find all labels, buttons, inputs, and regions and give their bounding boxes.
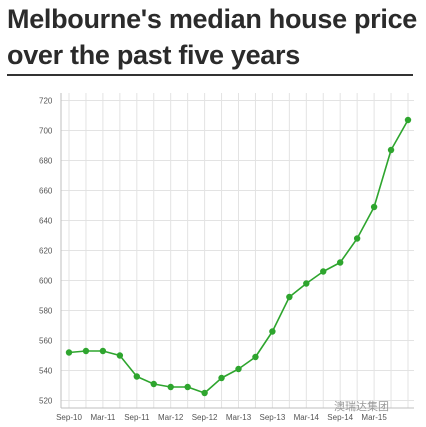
x-tick-label: Mar-12 xyxy=(158,413,184,422)
data-point xyxy=(99,347,107,355)
y-tick-label: 600 xyxy=(39,277,53,286)
data-series xyxy=(65,116,412,397)
x-tick-label: Sep-12 xyxy=(192,413,218,422)
chart-title: Melbourne's median house price over the … xyxy=(7,1,419,73)
data-point xyxy=(116,352,124,359)
grid xyxy=(60,93,414,409)
data-point xyxy=(353,235,361,242)
y-tick-label: 620 xyxy=(39,247,53,256)
data-point xyxy=(320,268,327,275)
data-point xyxy=(252,353,259,361)
y-tick-label: 660 xyxy=(39,187,53,196)
data-point xyxy=(370,203,378,211)
data-point xyxy=(404,116,412,124)
x-tick-label: Mar-15 xyxy=(361,413,387,422)
data-point xyxy=(235,365,242,373)
x-tick-label: Sep-14 xyxy=(327,413,353,422)
data-point xyxy=(269,328,276,335)
y-tick-label: 540 xyxy=(39,367,53,376)
y-tick-label: 680 xyxy=(39,157,53,166)
data-point xyxy=(387,146,395,154)
x-tick-label: Mar-13 xyxy=(226,413,252,422)
data-point xyxy=(133,373,140,380)
data-point xyxy=(82,347,90,355)
data-point xyxy=(303,280,310,287)
y-tick-label: 580 xyxy=(39,307,53,316)
x-tick-label: Sep-10 xyxy=(56,413,82,422)
title-divider xyxy=(7,74,413,76)
data-point xyxy=(65,349,73,356)
y-tick-label: 640 xyxy=(39,217,53,226)
y-tick-label: 560 xyxy=(39,337,53,346)
data-point xyxy=(167,383,174,391)
y-tick-label: 520 xyxy=(39,397,53,406)
data-point xyxy=(201,389,208,397)
x-axis: Sep-10 Mar-11 Sep-11 Mar-12 Sep-12 Mar-13 Sep-… xyxy=(56,413,387,422)
x-tick-label: Mar-11 xyxy=(91,413,116,422)
data-point xyxy=(184,383,191,391)
x-tick-label: Mar-14 xyxy=(294,413,320,422)
x-tick-label: Sep-13 xyxy=(260,413,286,422)
y-tick-label: 720 xyxy=(39,97,53,106)
data-point xyxy=(150,380,157,388)
y-axis: 520 540 560 580 600 620 640 660 680 700 720 xyxy=(39,97,53,406)
data-point xyxy=(337,259,344,266)
chart-title-line1: Melbourne's median house price xyxy=(7,4,418,34)
watermark: 澳瑞达集团 xyxy=(334,400,389,413)
data-point xyxy=(286,293,293,301)
y-tick-label: 700 xyxy=(39,127,53,136)
x-tick-label: Sep-11 xyxy=(124,413,150,422)
chart-title-line2: over the past five years xyxy=(7,40,300,70)
data-point xyxy=(218,374,225,382)
